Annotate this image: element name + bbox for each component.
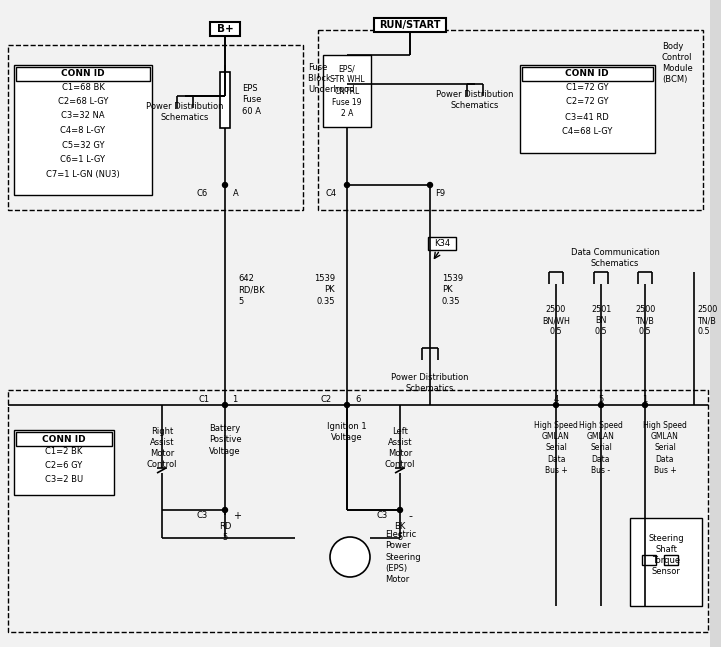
Circle shape bbox=[223, 182, 228, 188]
Bar bbox=[630, 518, 702, 606]
Text: B+: B+ bbox=[216, 24, 234, 34]
Bar bbox=[323, 55, 371, 127]
Text: BK
5: BK 5 bbox=[394, 522, 406, 542]
Bar bbox=[428, 237, 456, 250]
Text: C4=8 L-GY: C4=8 L-GY bbox=[61, 126, 105, 135]
Text: High Speed
GMLAN
Serial
Data
Bus +: High Speed GMLAN Serial Data Bus + bbox=[643, 421, 687, 475]
Text: Steering
Shaft
Torque
Sensor: Steering Shaft Torque Sensor bbox=[648, 534, 684, 576]
Text: 2500
TN/B
0.5: 2500 TN/B 0.5 bbox=[697, 305, 717, 336]
Bar bbox=[8, 45, 303, 210]
Text: 5: 5 bbox=[598, 395, 603, 404]
Text: EPS
Fuse
60 A: EPS Fuse 60 A bbox=[242, 84, 262, 116]
Text: High Speed
GMLAN
Serial
Data
Bus -: High Speed GMLAN Serial Data Bus - bbox=[579, 421, 623, 475]
Text: C5=32 GY: C5=32 GY bbox=[62, 140, 105, 149]
Circle shape bbox=[223, 507, 228, 512]
Text: C6: C6 bbox=[197, 188, 208, 197]
Text: C4=68 L-GY: C4=68 L-GY bbox=[562, 127, 612, 137]
Text: C7=1 L-GN (NU3): C7=1 L-GN (NU3) bbox=[46, 170, 120, 179]
Text: Electric
Power
Steering
(EPS)
Motor: Electric Power Steering (EPS) Motor bbox=[385, 531, 420, 584]
Text: Power Distribution
Schematics: Power Distribution Schematics bbox=[436, 90, 514, 110]
Bar bbox=[210, 22, 240, 36]
Text: Power Distribution
Schematics: Power Distribution Schematics bbox=[146, 102, 224, 122]
Text: C1: C1 bbox=[199, 395, 210, 404]
Text: Data Communication
Schematics: Data Communication Schematics bbox=[570, 248, 660, 268]
Text: Body
Control
Module
(BCM): Body Control Module (BCM) bbox=[662, 42, 693, 84]
Text: 2500
TN/B
0.5: 2500 TN/B 0.5 bbox=[635, 305, 655, 336]
Bar bbox=[220, 72, 230, 128]
Text: C2=72 GY: C2=72 GY bbox=[566, 98, 609, 107]
Circle shape bbox=[397, 507, 402, 512]
Text: -: - bbox=[408, 511, 412, 521]
Circle shape bbox=[330, 537, 370, 577]
Text: C3=41 RD: C3=41 RD bbox=[565, 113, 609, 122]
Circle shape bbox=[598, 402, 603, 408]
Text: M: M bbox=[343, 550, 357, 564]
Text: 642
RD/BK
5: 642 RD/BK 5 bbox=[238, 274, 265, 305]
Text: Battery
Positive
Voltage: Battery Positive Voltage bbox=[208, 424, 242, 455]
Text: K34: K34 bbox=[434, 239, 450, 248]
Text: C2=6 GY: C2=6 GY bbox=[45, 461, 83, 470]
Bar bbox=[664, 555, 678, 565]
Text: C1=68 BK: C1=68 BK bbox=[61, 83, 105, 91]
Circle shape bbox=[345, 402, 350, 408]
Bar bbox=[522, 67, 653, 81]
Text: C2=68 L-GY: C2=68 L-GY bbox=[58, 97, 108, 106]
Text: C3: C3 bbox=[377, 512, 388, 520]
Text: 2501
BN
0.5: 2501 BN 0.5 bbox=[591, 305, 611, 336]
Text: RD
5: RD 5 bbox=[218, 522, 231, 542]
Text: 1539
PK
0.35: 1539 PK 0.35 bbox=[442, 274, 463, 305]
Text: C1=72 GY: C1=72 GY bbox=[566, 83, 609, 91]
Text: Right
Assist
Motor
Control: Right Assist Motor Control bbox=[147, 427, 177, 469]
Text: F9: F9 bbox=[435, 188, 445, 197]
Text: C3=32 NA: C3=32 NA bbox=[61, 111, 105, 120]
Text: 6: 6 bbox=[355, 395, 360, 404]
Circle shape bbox=[428, 182, 433, 188]
Text: Left
Assist
Motor
Control: Left Assist Motor Control bbox=[385, 427, 415, 469]
Bar bbox=[16, 432, 112, 446]
Bar bbox=[14, 430, 114, 495]
Text: 1: 1 bbox=[642, 395, 647, 404]
Bar bbox=[16, 67, 150, 81]
Text: C3: C3 bbox=[197, 512, 208, 520]
Bar bbox=[374, 18, 446, 32]
Text: CONN ID: CONN ID bbox=[43, 435, 86, 443]
Text: EPS/
STR WHL
CNTRL
Fuse 19
2 A: EPS/ STR WHL CNTRL Fuse 19 2 A bbox=[329, 64, 364, 118]
Text: A: A bbox=[233, 188, 239, 197]
Bar bbox=[520, 65, 655, 153]
Bar bbox=[318, 30, 703, 210]
Circle shape bbox=[223, 402, 228, 408]
Bar bbox=[14, 65, 152, 195]
Text: C2: C2 bbox=[321, 395, 332, 404]
Circle shape bbox=[554, 402, 559, 408]
Text: 4: 4 bbox=[554, 395, 559, 404]
Circle shape bbox=[642, 402, 647, 408]
Circle shape bbox=[345, 182, 350, 188]
Text: RUN/START: RUN/START bbox=[379, 20, 441, 30]
Text: Power Distribution
Schematics: Power Distribution Schematics bbox=[392, 373, 469, 393]
Text: C4: C4 bbox=[326, 188, 337, 197]
Text: High Speed
GMLAN
Serial
Data
Bus +: High Speed GMLAN Serial Data Bus + bbox=[534, 421, 578, 475]
Text: CONN ID: CONN ID bbox=[565, 69, 609, 78]
Text: C3=2 BU: C3=2 BU bbox=[45, 476, 83, 485]
Text: Ignition 1
Voltage: Ignition 1 Voltage bbox=[327, 422, 367, 442]
Text: Fuse
Block -
Underhood: Fuse Block - Underhood bbox=[308, 63, 355, 94]
Text: C1=2 BK: C1=2 BK bbox=[45, 448, 83, 457]
Text: +: + bbox=[233, 511, 241, 521]
Text: 1: 1 bbox=[232, 395, 237, 404]
Text: CONN ID: CONN ID bbox=[61, 69, 105, 78]
Bar bbox=[642, 555, 656, 565]
Text: C6=1 L-GY: C6=1 L-GY bbox=[61, 155, 105, 164]
Text: 2500
BN/WH
0.5: 2500 BN/WH 0.5 bbox=[542, 305, 570, 336]
Text: 1539
PK
0.35: 1539 PK 0.35 bbox=[314, 274, 335, 305]
Bar bbox=[8, 390, 708, 632]
